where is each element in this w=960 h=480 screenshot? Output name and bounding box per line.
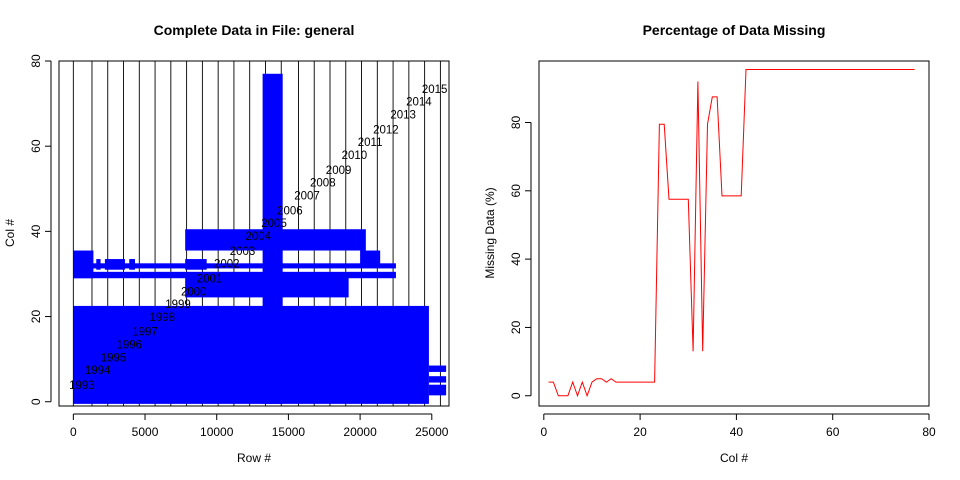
year-label: 2009	[326, 165, 352, 177]
y-tick-label-2: 20	[509, 320, 523, 334]
x-axis-label-1: Row #	[237, 451, 271, 465]
plot-frame-1	[58, 60, 450, 407]
missing-data-panel: Percentage of Data Missing 0 20 40 60 80 0 20…	[483, 22, 936, 465]
y-tick-label-2: 80	[509, 115, 523, 129]
x-tick-label-1: 0	[70, 425, 77, 439]
y-tick-label-1: 40	[29, 224, 43, 238]
year-label: 2001	[197, 273, 223, 285]
year-label: 2006	[277, 205, 303, 217]
data-block	[73, 250, 94, 279]
y-axis-label-1: Col #	[3, 219, 17, 247]
data-block	[428, 384, 447, 396]
year-label: 2013	[390, 110, 416, 122]
data-block	[262, 73, 283, 404]
x-tick-label-1: 20000	[343, 425, 377, 439]
year-label: 2010	[342, 150, 368, 162]
year-label: 2004	[246, 231, 272, 243]
y-tick-label-1: 80	[29, 54, 43, 68]
y-axis-2: 0 20 40 60 80	[509, 115, 532, 399]
x-tick-label-2: 40	[730, 425, 744, 439]
year-label: 1996	[116, 340, 142, 352]
data-block	[104, 259, 125, 270]
y-tick-label-2: 60	[509, 184, 523, 198]
complete-data-blocks	[73, 73, 447, 404]
complete-data-panel: Complete Data in File: general 199319941…	[3, 22, 450, 465]
year-label: 1995	[101, 352, 127, 364]
x-tick-label-2: 80	[922, 425, 936, 439]
year-label: 2005	[261, 218, 287, 230]
year-label: 2002	[214, 259, 240, 271]
year-label: 2003	[230, 246, 256, 258]
year-label: 2012	[373, 124, 399, 136]
year-label: 1997	[132, 327, 158, 339]
missing-data-line	[548, 69, 915, 398]
year-label: 1994	[85, 365, 111, 377]
missing-data-series	[548, 69, 915, 398]
plot-frame-2	[538, 60, 930, 407]
x-tick-label-2: 20	[633, 425, 647, 439]
data-block	[185, 259, 207, 270]
chart-title-1: Complete Data in File: general	[154, 22, 355, 38]
data-block	[73, 305, 429, 404]
year-label: 1998	[149, 312, 175, 324]
data-block	[428, 365, 447, 372]
y-tick-label-2: 40	[509, 252, 523, 266]
x-axis-2: 0 20 40 60 80	[540, 413, 936, 439]
x-tick-label-2: 60	[826, 425, 840, 439]
y-tick-label-1: 60	[29, 139, 43, 153]
x-tick-label-2: 0	[540, 425, 547, 439]
year-label: 1993	[69, 380, 95, 392]
y-axis-label-2: Missing Data (%)	[483, 187, 497, 278]
y-axis-1: 0 20 40 60 80	[29, 54, 52, 405]
chart-title-2: Percentage of Data Missing	[643, 22, 826, 38]
data-block	[73, 271, 396, 279]
year-label: 2014	[406, 97, 432, 109]
x-tick-label-1: 5000	[132, 425, 159, 439]
x-tick-label-1: 10000	[200, 425, 234, 439]
data-block	[73, 263, 396, 269]
data-block	[360, 250, 381, 266]
data-block	[129, 259, 135, 270]
y-tick-label-1: 0	[29, 398, 43, 405]
y-tick-label-2: 0	[509, 392, 523, 399]
year-label: 2015	[422, 84, 448, 96]
x-axis-1: 0 5000 10000 15000 20000 25000	[70, 413, 449, 439]
year-label: 2011	[358, 137, 383, 149]
x-tick-label-1: 25000	[415, 425, 449, 439]
year-label: 2008	[310, 178, 336, 190]
data-block	[96, 259, 101, 270]
y-tick-label-1: 20	[29, 310, 43, 324]
data-block	[428, 376, 447, 383]
x-tick-label-1: 15000	[272, 425, 306, 439]
x-axis-label-2: Col #	[720, 451, 748, 465]
year-label: 1999	[165, 299, 191, 311]
year-label: 2007	[294, 190, 320, 202]
year-label: 2000	[181, 286, 207, 298]
